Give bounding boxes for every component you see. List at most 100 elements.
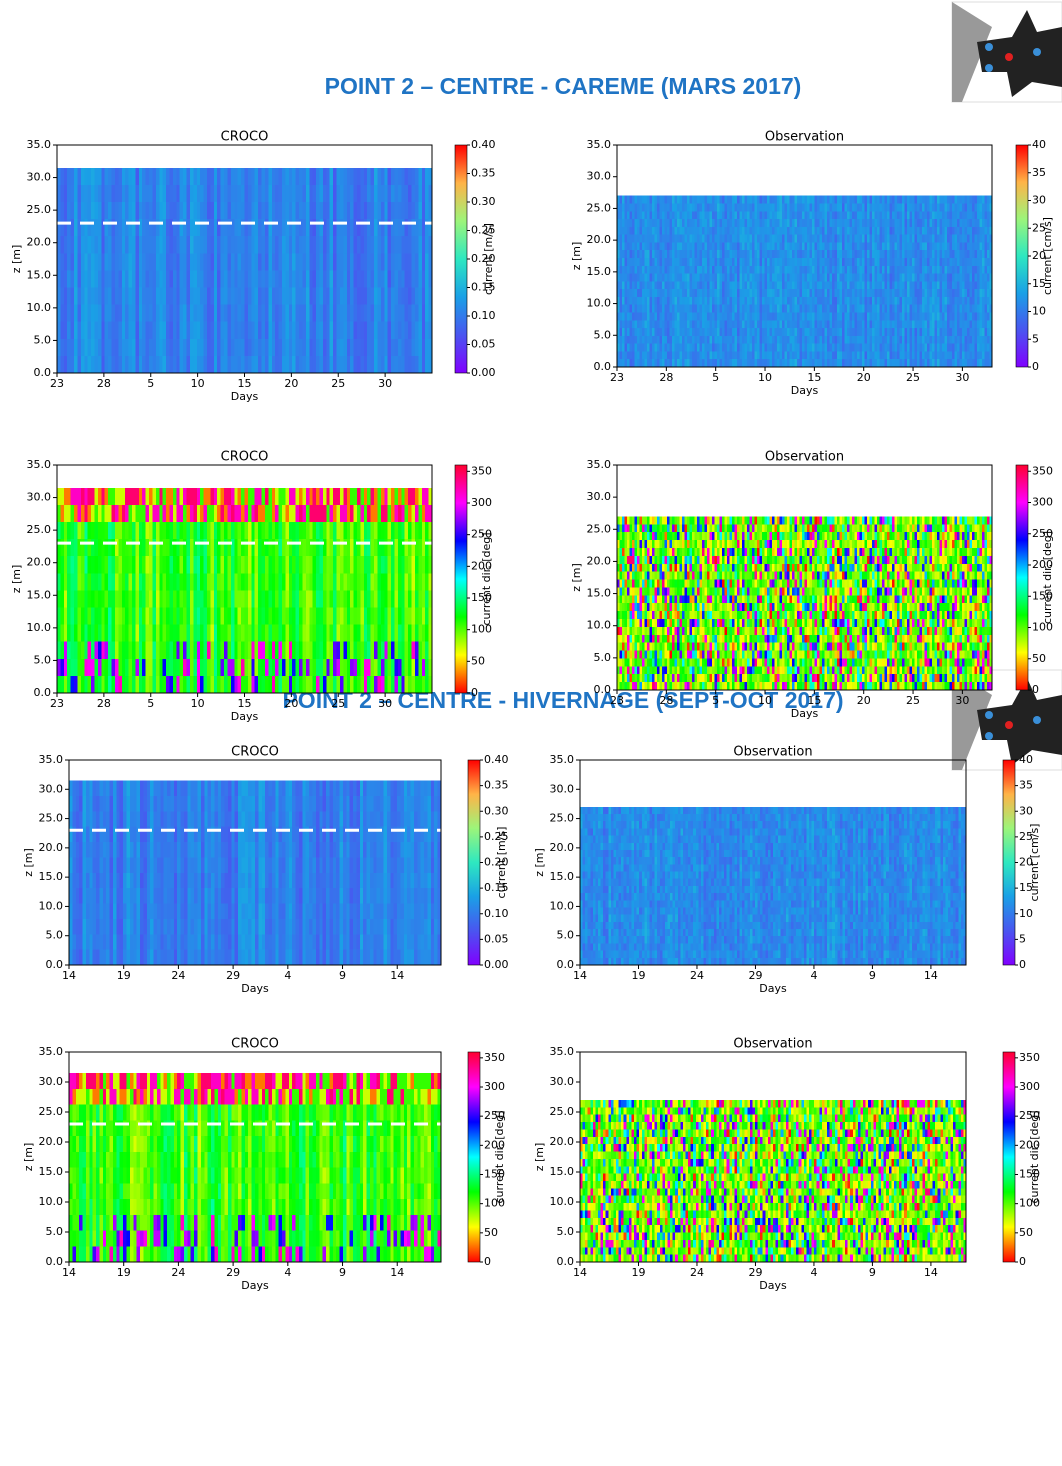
colorbar-tick-label: 0.00 <box>484 958 509 971</box>
plot-frame <box>616 464 993 691</box>
y-tick-label: 20.0 <box>39 841 64 854</box>
colorbar-tick-label: 5 <box>1032 332 1039 345</box>
colorbar-tick-label: 100 <box>484 1197 505 1210</box>
y-tick-label: 15.0 <box>550 1165 575 1178</box>
y-tick-label: 30.0 <box>550 1075 575 1088</box>
colorbar <box>454 464 468 694</box>
x-tick-label: 24 <box>690 1266 704 1279</box>
y-tick-label: 5.0 <box>34 333 52 346</box>
y-axis-label: z [m] <box>10 565 23 594</box>
colorbar-tick-label: 0.35 <box>471 167 496 180</box>
colorbar <box>467 759 481 966</box>
y-tick-label: 25.0 <box>587 201 612 214</box>
x-tick-label: 25 <box>331 377 345 390</box>
panel-title: Observation <box>765 450 844 465</box>
y-tick-label: 20.0 <box>27 236 52 249</box>
colorbar-tick-label: 0.05 <box>471 338 496 351</box>
y-axis-label: z [m] <box>533 1143 546 1172</box>
y-tick-label: 35.0 <box>587 458 612 471</box>
y-tick-label: 15.0 <box>587 265 612 278</box>
colorbar-tick-label: 10 <box>1019 907 1033 920</box>
x-tick-label: 4 <box>284 1266 291 1279</box>
colorbar-tick-label: 0 <box>471 686 478 699</box>
map-point <box>1033 716 1041 724</box>
y-tick-label: 25.0 <box>39 1105 64 1118</box>
x-axis-label: Days <box>791 384 819 397</box>
x-tick-label: 23 <box>50 697 64 710</box>
y-tick-label: 20.0 <box>550 1135 575 1148</box>
x-tick-label: 25 <box>906 694 920 707</box>
colorbar-tick-label: 0 <box>1032 360 1039 373</box>
x-tick-label: 14 <box>573 1266 587 1279</box>
y-tick-label: 25.0 <box>550 812 575 825</box>
y-tick-label: 30.0 <box>27 171 52 184</box>
y-tick-label: 10.0 <box>550 899 575 912</box>
heatmap-panel: CROCO 0.0 5.0 10.0 15.0 20.0 25.0 30.0 35.0 23 28 5… <box>10 450 493 724</box>
y-tick-label: 30.0 <box>27 491 52 504</box>
x-tick-label: 30 <box>955 694 969 707</box>
colorbar-tick-label: 50 <box>1032 652 1046 665</box>
x-tick-label: 24 <box>690 969 704 982</box>
colorbar-label: current dir. [deg] <box>480 532 493 625</box>
colorbar-tick-label: 5 <box>1019 932 1026 945</box>
colorbar-label: current [m/s] <box>495 827 508 899</box>
x-tick-label: 30 <box>378 697 392 710</box>
colorbar-tick-label: 0.10 <box>484 907 509 920</box>
panel-title: CROCO <box>221 450 269 465</box>
x-tick-label: 15 <box>807 371 821 384</box>
x-tick-label: 19 <box>117 1266 131 1279</box>
colorbar-tick-label: 0.15 <box>484 881 509 894</box>
colorbar-tick-label: 0.35 <box>484 779 509 792</box>
y-tick-label: 25.0 <box>27 203 52 216</box>
colorbar-tick-label: 150 <box>471 591 492 604</box>
x-tick-label: 19 <box>631 969 645 982</box>
y-axis-label: z [m] <box>570 242 583 271</box>
colorbar-tick-label: 150 <box>1032 589 1053 602</box>
y-tick-label: 5.0 <box>46 929 64 942</box>
x-tick-label: 25 <box>331 697 345 710</box>
colorbar-tick-label: 30 <box>1032 194 1046 207</box>
colorbar-tick-label: 15 <box>1019 881 1033 894</box>
x-tick-label: 28 <box>659 694 673 707</box>
colorbar-tick-label: 40 <box>1019 753 1033 766</box>
x-tick-label: 28 <box>97 697 111 710</box>
y-tick-label: 0.0 <box>34 686 52 699</box>
colorbar-tick-label: 15 <box>1032 277 1046 290</box>
map-land <box>977 678 1062 765</box>
colorbar <box>1002 1051 1016 1263</box>
y-tick-label: 10.0 <box>27 301 52 314</box>
colorbar-tick-label: 50 <box>484 1226 498 1239</box>
y-tick-label: 35.0 <box>27 138 52 151</box>
y-tick-label: 30.0 <box>587 170 612 183</box>
x-tick-label: 28 <box>97 377 111 390</box>
x-tick-label: 19 <box>631 1266 645 1279</box>
x-tick-label: 24 <box>171 969 185 982</box>
colorbar-tick-label: 250 <box>471 528 492 541</box>
colorbar-label: current [cm/s] <box>1028 824 1041 902</box>
plot-frame <box>579 759 967 966</box>
plot-frame <box>68 1051 442 1263</box>
x-tick-label: 29 <box>226 1266 240 1279</box>
y-tick-label: 35.0 <box>39 753 64 766</box>
y-tick-label: 0.0 <box>557 1255 575 1268</box>
x-tick-label: 25 <box>906 371 920 384</box>
y-tick-label: 5.0 <box>34 653 52 666</box>
map-land <box>977 10 1062 97</box>
y-tick-label: 15.0 <box>587 587 612 600</box>
map-point <box>985 64 993 72</box>
colorbar-tick-label: 0.25 <box>471 224 496 237</box>
colorbar <box>467 1051 481 1263</box>
y-tick-label: 10.0 <box>39 899 64 912</box>
x-tick-label: 29 <box>226 969 240 982</box>
x-tick-label: 30 <box>378 377 392 390</box>
location-map <box>951 1 1062 103</box>
x-tick-label: 9 <box>869 969 876 982</box>
y-tick-label: 30.0 <box>39 782 64 795</box>
colorbar <box>1002 759 1016 966</box>
colorbar <box>454 144 468 374</box>
x-tick-label: 5 <box>712 694 719 707</box>
x-axis-label: Days <box>241 1279 269 1292</box>
colorbar-label: current [m/s] <box>482 223 495 295</box>
colorbar-tick-label: 0.30 <box>484 804 509 817</box>
x-axis-label: Days <box>759 982 787 995</box>
